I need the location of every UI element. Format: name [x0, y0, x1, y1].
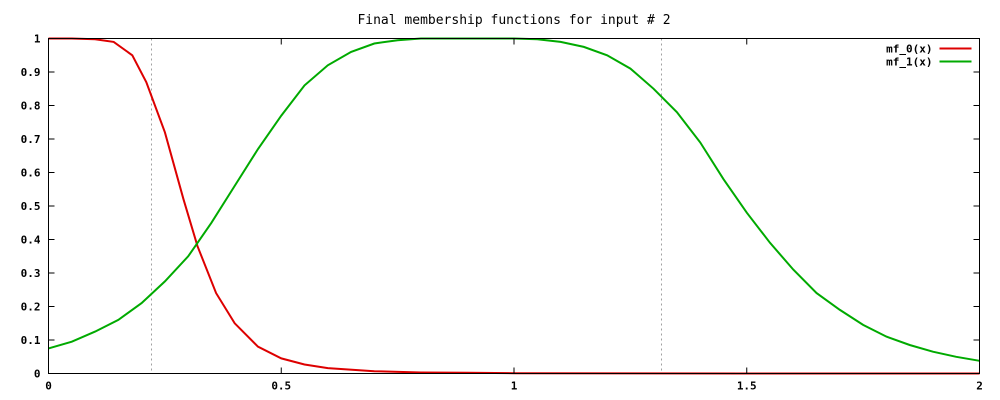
y-tick-label: 1	[34, 33, 41, 46]
y-axis: 0 0.1 0.2 0.3 0.4 0.5 0.6 0.7 0.8 0.9 1	[21, 33, 980, 381]
y-tick-label: 0.9	[21, 66, 41, 79]
legend-label: mf_1(x)	[886, 56, 932, 69]
series-line-1	[48, 37, 980, 362]
y-tick-label: 0.4	[21, 234, 41, 247]
x-tick-label: 2	[976, 380, 983, 393]
y-tick-label: 0.7	[21, 133, 41, 146]
y-tick-label: 0.2	[21, 301, 41, 314]
reference-lines	[151, 38, 662, 374]
series-layer	[48, 37, 980, 375]
y-tick-label: 0.3	[21, 267, 41, 280]
x-tick-label: 0.5	[271, 380, 291, 393]
y-tick-label: 0.6	[21, 167, 41, 180]
x-tick-label: 1.5	[737, 380, 757, 393]
y-tick-label: 0	[34, 368, 41, 381]
plot-frame	[48, 38, 980, 374]
y-tick-label: 0.1	[21, 334, 41, 347]
x-axis: 0 0.5 1 1.5 2	[45, 38, 983, 393]
legend: mf_0(x)mf_1(x)	[886, 43, 972, 69]
x-tick-label: 0	[45, 380, 52, 393]
x-tick-label: 1	[511, 380, 518, 393]
series-line-0	[48, 37, 980, 375]
legend-label: mf_0(x)	[886, 43, 932, 56]
chart-title: Final membership functions for input # 2	[357, 13, 670, 28]
y-tick-label: 0.5	[21, 200, 41, 213]
y-tick-label: 0.8	[21, 100, 41, 113]
